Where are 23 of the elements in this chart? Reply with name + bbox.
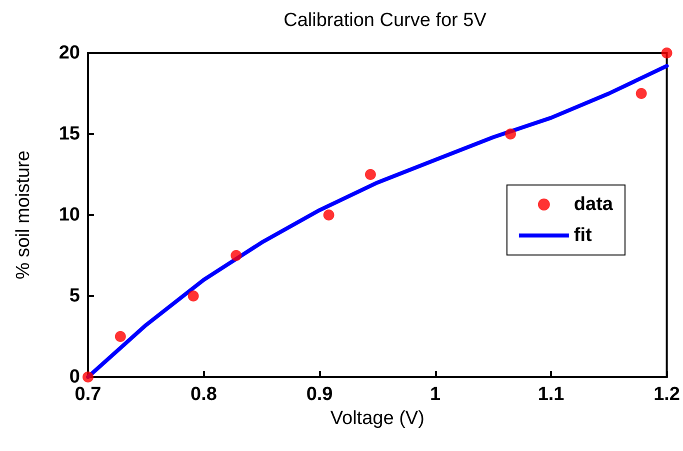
point: [364, 169, 376, 180]
x-tick-label: 0.8: [190, 384, 217, 405]
y-tick-label: 15: [58, 124, 80, 144]
point: [230, 250, 242, 261]
y-tick-label: 10: [58, 204, 80, 226]
y-tick-label: 20: [58, 42, 80, 64]
x-tick-label: 1.1: [538, 384, 565, 405]
chart-title: Calibration Curve for 5V: [284, 10, 487, 31]
x-tick-label: 1.2: [654, 384, 680, 405]
y-axis-title: % soil moisture: [13, 150, 34, 280]
point: [505, 128, 516, 140]
legend-label: fit: [574, 225, 593, 246]
x-tick-label: 0.9: [306, 384, 333, 405]
legend-label: data: [574, 194, 614, 215]
point: [323, 210, 334, 220]
x-tick-label: 1: [430, 384, 441, 405]
point: [636, 88, 647, 99]
y-tick-label: 5: [69, 286, 80, 306]
point: [188, 290, 199, 302]
point: [82, 372, 94, 382]
point: [661, 48, 672, 58]
x-axis-title: Voltage (V): [330, 408, 424, 429]
point: [114, 331, 126, 342]
